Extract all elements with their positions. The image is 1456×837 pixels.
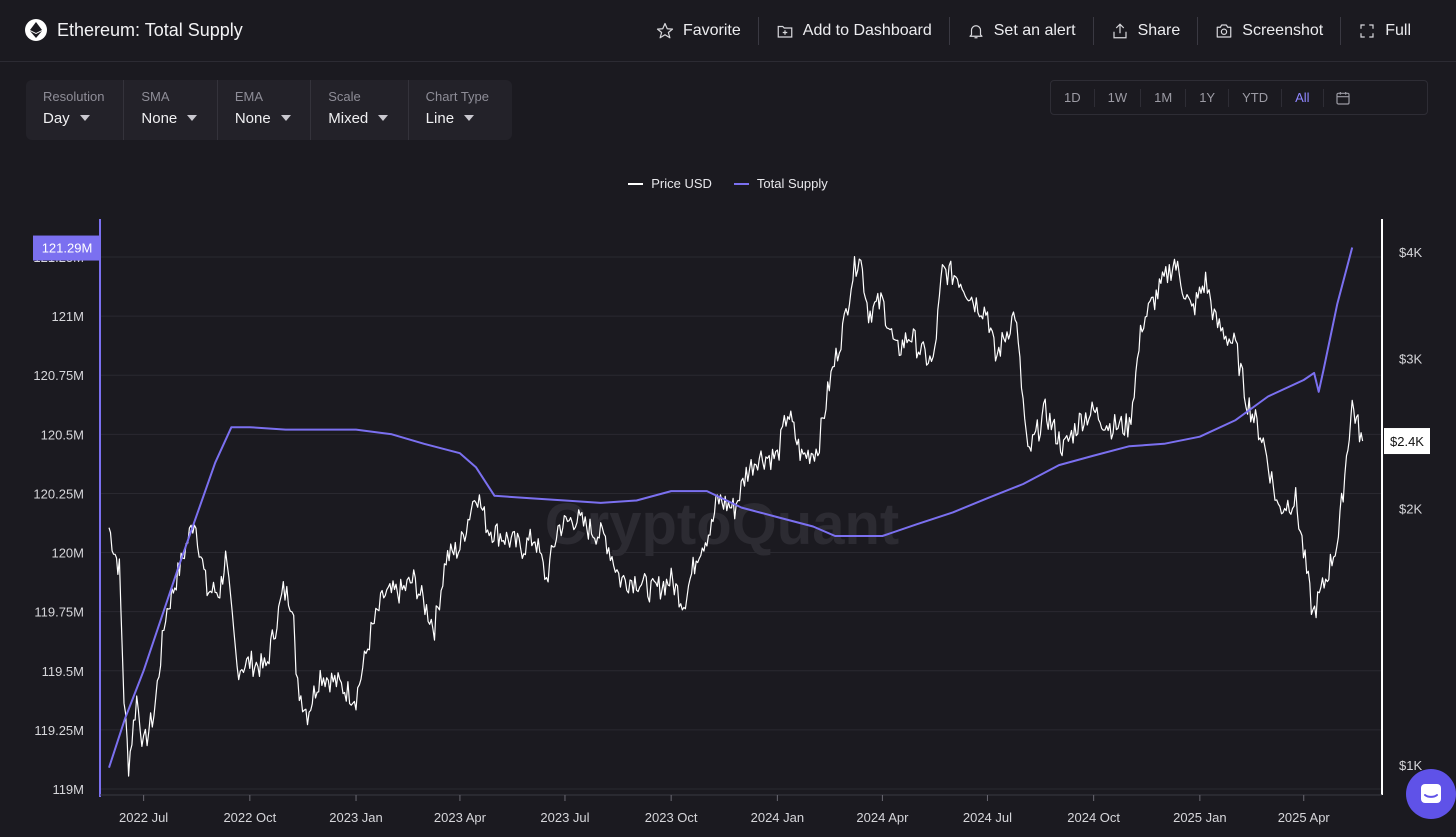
current-supply-label-bg <box>33 235 101 261</box>
fullscreen-icon <box>1360 24 1374 38</box>
time-range-selector: 1D 1W 1M 1Y YTD All <box>1050 80 1428 115</box>
x-axis-tick-label: 2024 Apr <box>856 810 909 825</box>
chart-type-select[interactable]: Chart Type Line <box>409 80 512 140</box>
ethereum-icon <box>25 19 47 41</box>
left-axis-tick-label: 119.75M <box>34 605 84 620</box>
divider <box>757 17 759 45</box>
legend-item-price[interactable]: Price USD <box>628 176 712 191</box>
resolution-select[interactable]: Resolution Day <box>26 80 125 140</box>
fullscreen-label: Full <box>1385 22 1411 39</box>
right-axis-tick-label: $4K <box>1399 245 1422 260</box>
x-axis-tick-label: 2023 Jan <box>329 810 383 825</box>
screenshot-label: Screenshot <box>1242 22 1324 39</box>
calendar-button[interactable] <box>1324 89 1362 107</box>
x-axis-tick-label: 2023 Oct <box>645 810 698 825</box>
left-axis-tick-label: 120M <box>51 546 84 561</box>
x-axis-tick-label: 2024 Oct <box>1067 810 1120 825</box>
divider <box>948 17 950 45</box>
screenshot-button[interactable]: Screenshot <box>1198 16 1340 46</box>
range-1m[interactable]: 1M <box>1141 88 1187 107</box>
star-icon <box>656 22 674 39</box>
share-button[interactable]: Share <box>1094 16 1198 46</box>
legend-label: Price USD <box>651 176 712 191</box>
chart-type-label: Chart Type <box>425 89 490 104</box>
left-axis-tick-label: 121M <box>51 309 84 324</box>
left-axis-tick-label: 119.5M <box>42 664 84 679</box>
left-axis-tick-label: 120.5M <box>41 427 84 442</box>
sma-value: None <box>141 110 178 127</box>
resolution-label: Resolution <box>43 89 105 104</box>
x-axis-tick-label: 2025 Jan <box>1173 810 1227 825</box>
x-axis-tick-label: 2024 Jul <box>963 810 1012 825</box>
x-axis-tick-label: 2022 Jul <box>119 810 168 825</box>
x-axis-tick-label: 2023 Apr <box>434 810 487 825</box>
legend-label: Total Supply <box>756 176 828 191</box>
calendar-icon <box>1335 91 1350 105</box>
chevron-down-icon <box>79 114 90 121</box>
chart-type-value: Line <box>425 110 455 127</box>
share-icon <box>1112 23 1127 39</box>
range-1y[interactable]: 1Y <box>1186 88 1230 107</box>
x-axis-tick-label: 2022 Oct <box>223 810 276 825</box>
left-axis-tick-label: 119M <box>52 782 84 797</box>
sma-select[interactable]: SMA None <box>124 80 218 140</box>
set-alert-label: Set an alert <box>993 22 1076 39</box>
range-1d[interactable]: 1D <box>1051 88 1095 107</box>
series-line-price-usd <box>108 256 1364 777</box>
left-axis-tick-label: 120.75M <box>33 368 84 383</box>
range-1w[interactable]: 1W <box>1095 88 1142 107</box>
divider <box>1340 17 1342 45</box>
x-axis-tick-label: 2023 Jul <box>540 810 589 825</box>
series-line-total-supply <box>108 247 1354 769</box>
ema-label: EMA <box>234 89 263 104</box>
left-axis-tick-label: 120.25M <box>33 486 84 501</box>
current-price-label-bg <box>1384 428 1430 455</box>
chevron-down-icon <box>187 114 198 121</box>
chevron-down-icon <box>464 114 475 121</box>
legend-swatch <box>733 182 749 185</box>
add-to-dashboard-button[interactable]: Add to Dashboard <box>759 16 949 46</box>
top-bar: Ethereum: Total Supply Favorite Add to D… <box>0 0 1456 62</box>
brand: Ethereum: Total Supply <box>25 19 243 41</box>
add-dashboard-icon <box>777 25 793 38</box>
set-alert-button[interactable]: Set an alert <box>950 16 1093 46</box>
chat-icon <box>1421 784 1441 803</box>
favorite-label: Favorite <box>682 22 741 39</box>
legend-item-supply[interactable]: Total Supply <box>733 176 828 191</box>
camera-icon <box>1216 24 1232 38</box>
x-axis-tick-label: 2024 Jan <box>751 810 805 825</box>
chevron-down-icon <box>280 114 291 121</box>
right-axis-tick-label: $1K <box>1399 758 1422 773</box>
sma-label: SMA <box>141 89 170 104</box>
chart-controls: Resolution Day SMA None EMA None Scale M… <box>26 80 512 140</box>
add-to-dashboard-label: Add to Dashboard <box>802 22 932 39</box>
current-price-label: $2.4K <box>1390 434 1424 449</box>
legend-swatch <box>628 182 644 185</box>
fullscreen-button[interactable]: Full <box>1341 16 1428 46</box>
chevron-down-icon <box>378 114 389 121</box>
range-ytd[interactable]: YTD <box>1229 88 1283 107</box>
right-axis-tick-label: $2K <box>1399 502 1422 517</box>
scale-select[interactable]: Scale Mixed <box>311 80 409 140</box>
page-title: Ethereum: Total Supply <box>57 19 243 40</box>
favorite-button[interactable]: Favorite <box>639 16 758 46</box>
resolution-value: Day <box>43 110 70 127</box>
ema-select[interactable]: EMA None <box>218 80 312 140</box>
x-axis-tick-label: 2025 Apr <box>1278 810 1331 825</box>
bell-icon <box>969 25 983 39</box>
share-label: Share <box>1137 22 1181 39</box>
left-axis-tick-label: 119.25M <box>34 723 84 738</box>
scale-label: Scale <box>328 89 361 104</box>
ema-value: None <box>234 110 271 127</box>
chart-legend: Price USD Total Supply <box>0 176 1456 191</box>
current-supply-label: 121.29M <box>42 241 93 256</box>
right-axis-tick-label: $3K <box>1399 351 1422 366</box>
help-chat-button[interactable] <box>1406 769 1456 819</box>
divider <box>1197 17 1199 45</box>
range-all[interactable]: All <box>1282 88 1324 107</box>
toolbar-actions: Favorite Add to Dashboard Set an alert S… <box>639 16 1428 46</box>
divider <box>1092 17 1094 45</box>
scale-value: Mixed <box>328 110 369 127</box>
